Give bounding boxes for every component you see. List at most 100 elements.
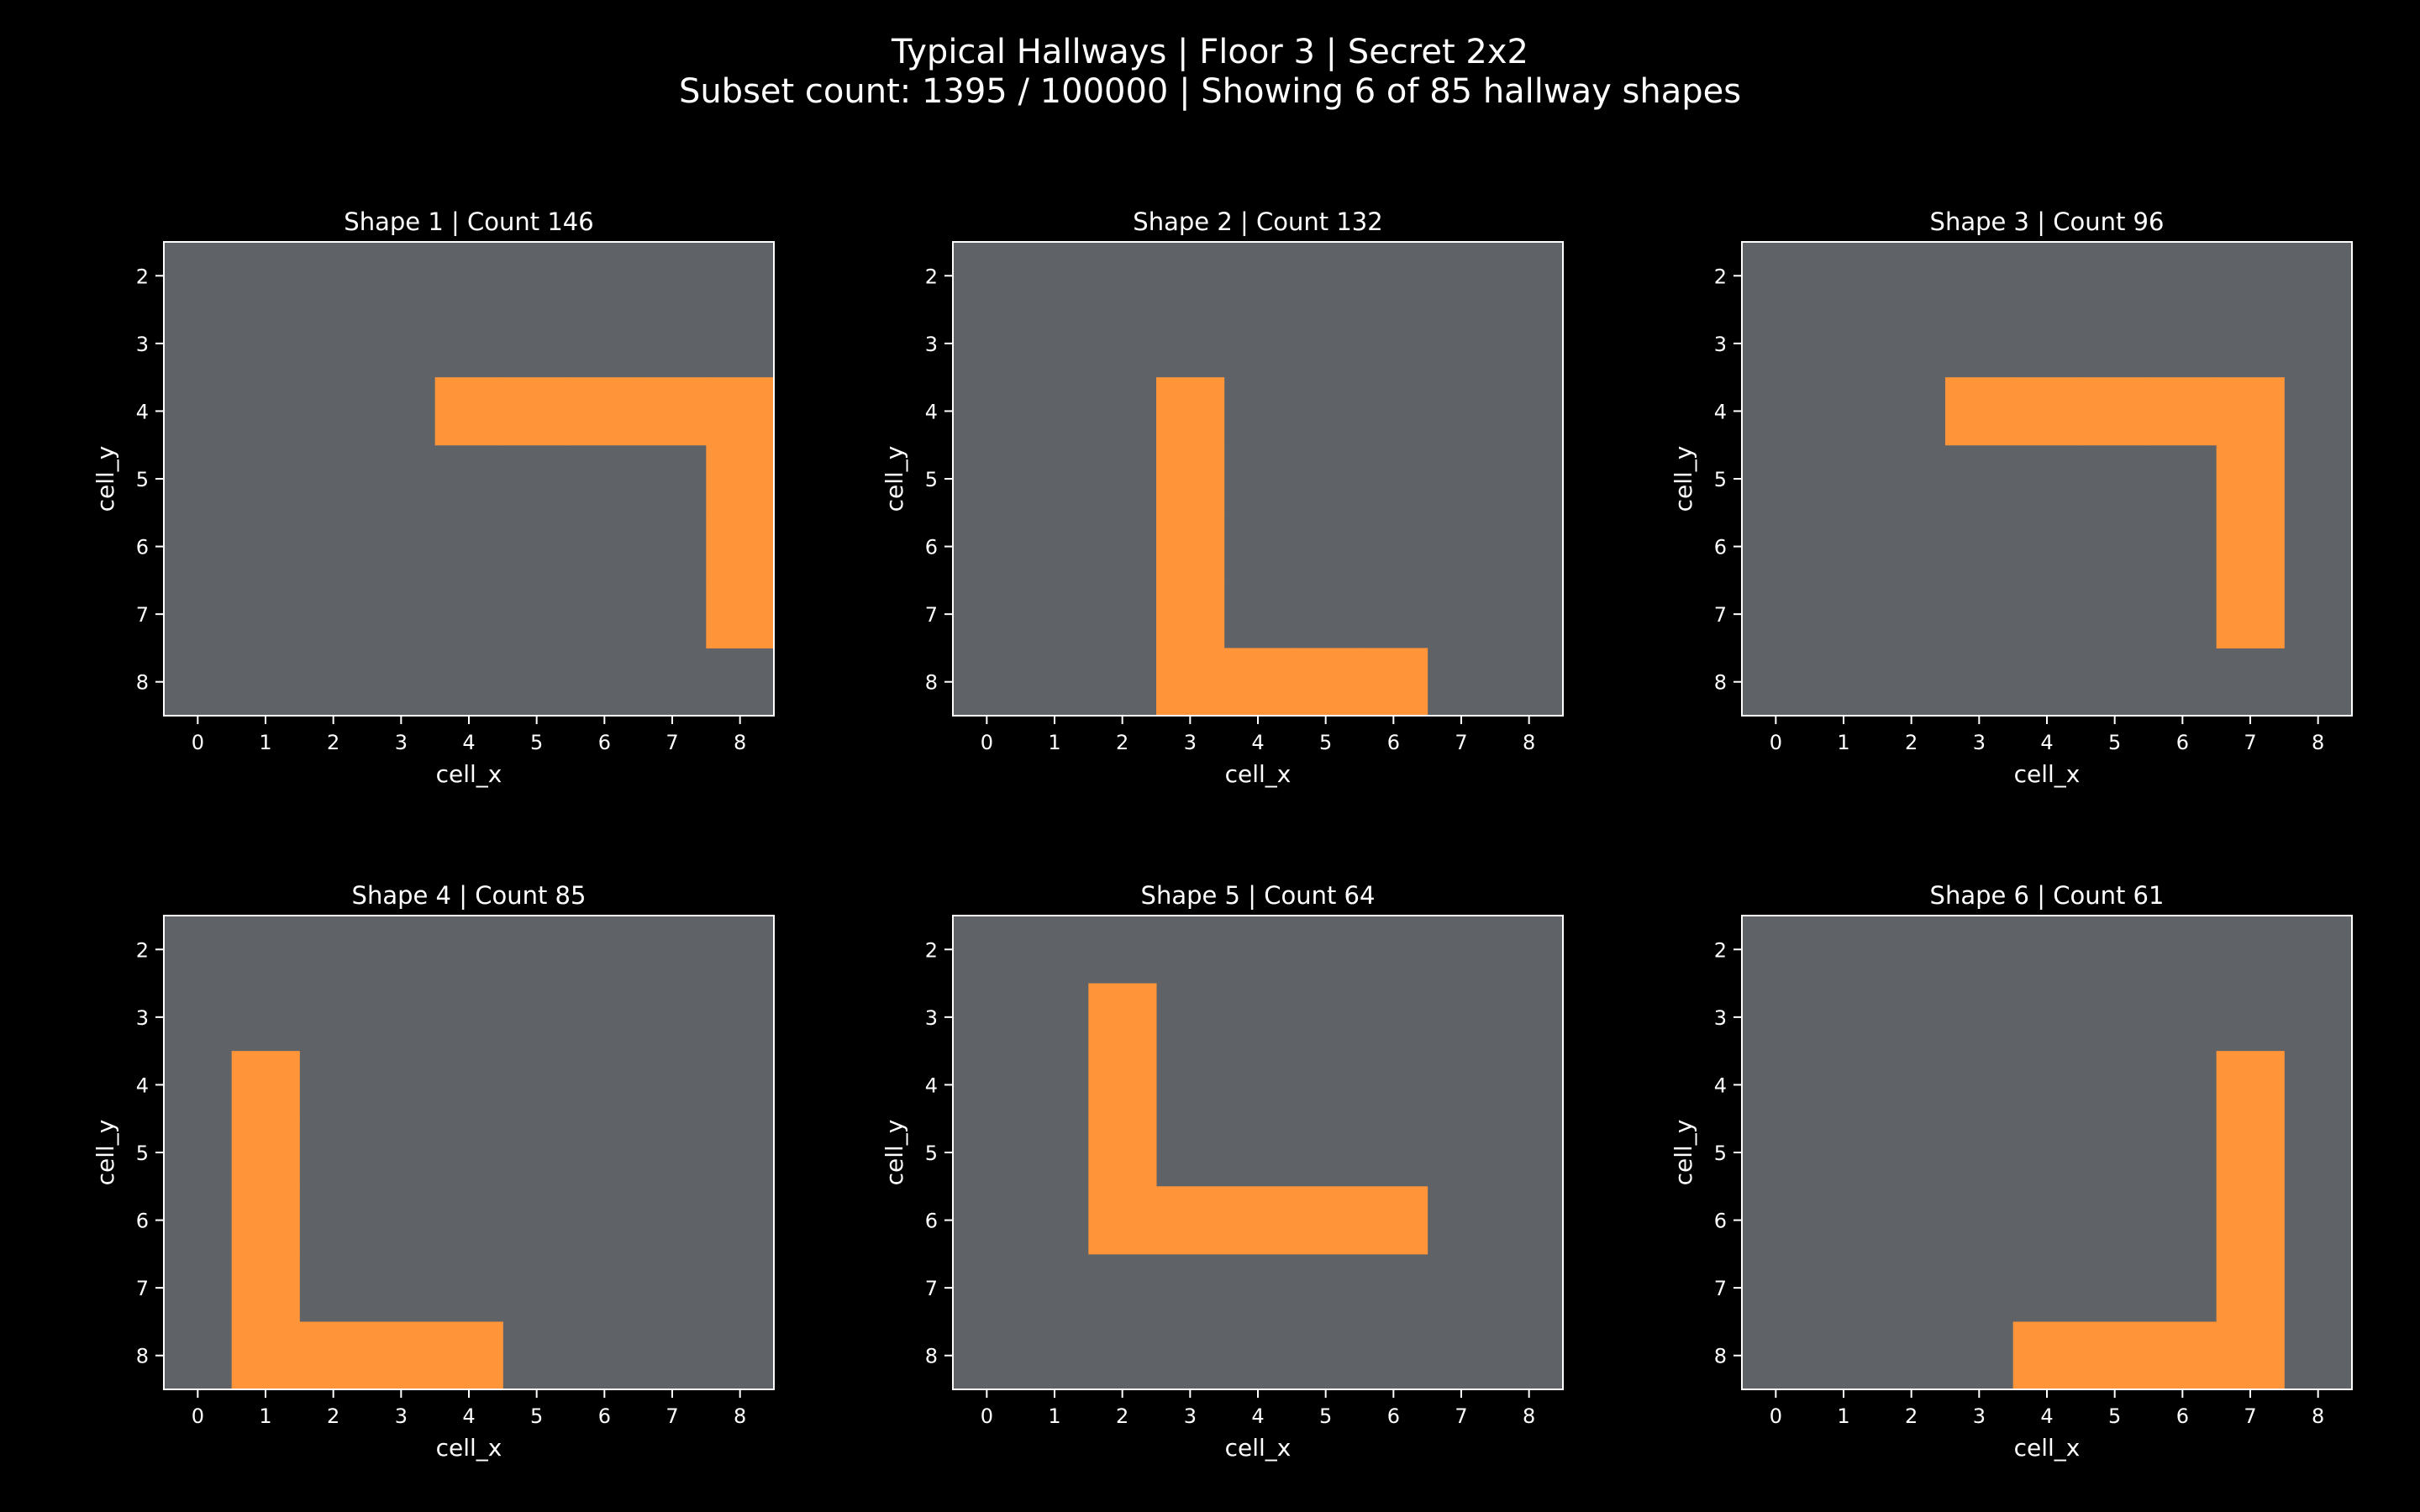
hallway-cell xyxy=(1088,1118,1157,1187)
y-tick-label: 4 xyxy=(1714,1074,1727,1097)
x-tick-label: 1 xyxy=(259,731,271,754)
figure-subtitle: Subset count: 1395 / 100000 | Showing 6 … xyxy=(678,72,1742,111)
hallway-cell xyxy=(2149,377,2217,446)
y-tick-label: 3 xyxy=(1714,333,1727,356)
panel-title: Shape 6 | Count 61 xyxy=(1930,881,2165,910)
y-tick-label: 7 xyxy=(1714,603,1727,627)
heatmap-panel-4: Shape 4 | Count 85 0 1 2 3 4 5 6 7 8 2 3 4 5 6 7 8 cell_x… xyxy=(92,881,775,1462)
hallway-cell xyxy=(2216,580,2285,648)
x-tick-label: 0 xyxy=(1770,1404,1782,1428)
hallway-cell xyxy=(706,377,775,446)
y-tick-label: 8 xyxy=(925,1345,938,1368)
y-axis-label: cell_y xyxy=(1670,446,1697,512)
y-axis-label: cell_y xyxy=(881,1120,908,1186)
hallway-cell xyxy=(231,1051,300,1120)
x-tick-label: 4 xyxy=(462,1404,475,1428)
hallway-cell xyxy=(1360,648,1428,717)
y-tick-label: 6 xyxy=(136,1210,149,1233)
hallway-cell xyxy=(231,1186,300,1255)
y-tick-label: 7 xyxy=(1714,1277,1727,1300)
heatmap-panel-5: Shape 5 | Count 64 0 1 2 3 4 5 6 7 8 2 3 4 5 6 7 8 cell_x… xyxy=(881,881,1564,1462)
x-tick-label: 0 xyxy=(1770,731,1782,754)
y-tick-label: 2 xyxy=(1714,938,1727,962)
y-tick-label: 4 xyxy=(925,400,938,423)
x-tick-label: 0 xyxy=(981,731,993,754)
panel-title: Shape 5 | Count 64 xyxy=(1141,881,1376,910)
x-tick-label: 2 xyxy=(327,1404,339,1428)
x-tick-label: 7 xyxy=(1455,731,1467,754)
x-tick-label: 6 xyxy=(2176,731,2189,754)
x-axis-label: cell_x xyxy=(436,760,502,788)
x-tick-label: 5 xyxy=(2108,731,2121,754)
hallway-cell xyxy=(706,580,775,648)
y-tick-label: 8 xyxy=(1714,1345,1727,1368)
hallway-cell xyxy=(638,377,707,446)
y-tick-label: 2 xyxy=(1714,265,1727,288)
panel-title: Shape 4 | Count 85 xyxy=(352,881,587,910)
panel-title: Shape 1 | Count 146 xyxy=(344,207,593,236)
hallway-cell xyxy=(502,377,571,446)
x-tick-label: 3 xyxy=(1184,731,1197,754)
x-axis-label: cell_x xyxy=(1225,760,1292,788)
y-tick-label: 8 xyxy=(136,1345,149,1368)
x-axis-label: cell_x xyxy=(2014,1434,2081,1462)
y-tick-label: 3 xyxy=(1714,1006,1727,1030)
x-tick-label: 3 xyxy=(1184,1404,1197,1428)
heatmap-panel-6: Shape 6 | Count 61 0 1 2 3 4 5 6 7 8 2 3 4 5 6 7 8 cell_x… xyxy=(1670,881,2353,1462)
x-axis-label: cell_x xyxy=(1225,1434,1292,1462)
x-tick-label: 7 xyxy=(666,731,678,754)
y-tick-label: 6 xyxy=(1714,536,1727,559)
x-tick-label: 8 xyxy=(2312,1404,2324,1428)
y-tick-label: 6 xyxy=(925,536,938,559)
hallway-cell xyxy=(2081,1321,2149,1390)
hallway-cell xyxy=(1292,1186,1360,1255)
y-tick-label: 3 xyxy=(925,1006,938,1030)
hallway-cell xyxy=(571,377,639,446)
hallway-cell xyxy=(2012,1321,2081,1390)
y-axis-label: cell_y xyxy=(92,1120,119,1186)
panel-title: Shape 3 | Count 96 xyxy=(1930,207,2165,236)
x-tick-label: 5 xyxy=(530,1404,543,1428)
hallway-cell xyxy=(2012,377,2081,446)
x-tick-label: 1 xyxy=(1837,1404,1849,1428)
hallway-cell xyxy=(367,1321,436,1390)
hallway-cell xyxy=(1156,377,1225,446)
heatmap-panel-1: Shape 1 | Count 146 0 1 2 3 4 5 6 7 8 2 3 4 5 6 7 8 cell_… xyxy=(92,207,775,788)
x-tick-label: 2 xyxy=(1905,731,1918,754)
panel-title: Shape 2 | Count 132 xyxy=(1133,207,1382,236)
x-tick-label: 3 xyxy=(395,731,408,754)
x-tick-label: 8 xyxy=(734,731,746,754)
hallway-cell xyxy=(1088,1051,1157,1120)
hallway-cell xyxy=(1088,983,1157,1052)
y-tick-label: 4 xyxy=(1714,400,1727,423)
hallway-cell xyxy=(706,444,775,513)
x-tick-label: 1 xyxy=(1837,731,1849,754)
x-tick-label: 8 xyxy=(734,1404,746,1428)
x-tick-label: 6 xyxy=(1387,731,1400,754)
heatmap-panel-2: Shape 2 | Count 132 0 1 2 3 4 5 6 7 8 2 3 4 5 6 7 8 cell_… xyxy=(881,207,1564,788)
hallway-cell xyxy=(2081,377,2149,446)
y-axis-label: cell_y xyxy=(1670,1120,1697,1186)
hallway-cell xyxy=(1292,648,1360,717)
y-tick-label: 6 xyxy=(925,1210,938,1233)
y-tick-label: 3 xyxy=(136,333,149,356)
x-axis-label: cell_x xyxy=(2014,760,2081,788)
hallway-cell xyxy=(1156,648,1225,717)
y-tick-label: 8 xyxy=(925,671,938,695)
x-tick-label: 0 xyxy=(981,1404,993,1428)
x-tick-label: 8 xyxy=(1523,731,1535,754)
y-tick-label: 4 xyxy=(136,400,149,423)
x-tick-label: 2 xyxy=(1116,1404,1128,1428)
y-tick-label: 5 xyxy=(925,468,938,491)
x-tick-label: 2 xyxy=(327,731,339,754)
x-tick-label: 7 xyxy=(666,1404,678,1428)
hallway-cell xyxy=(434,1321,503,1390)
x-tick-label: 7 xyxy=(2244,1404,2256,1428)
y-tick-label: 5 xyxy=(925,1142,938,1165)
y-tick-label: 8 xyxy=(1714,671,1727,695)
x-tick-label: 4 xyxy=(2040,731,2053,754)
x-tick-label: 1 xyxy=(259,1404,271,1428)
y-tick-label: 5 xyxy=(136,1142,149,1165)
hallway-cell xyxy=(231,1321,300,1390)
